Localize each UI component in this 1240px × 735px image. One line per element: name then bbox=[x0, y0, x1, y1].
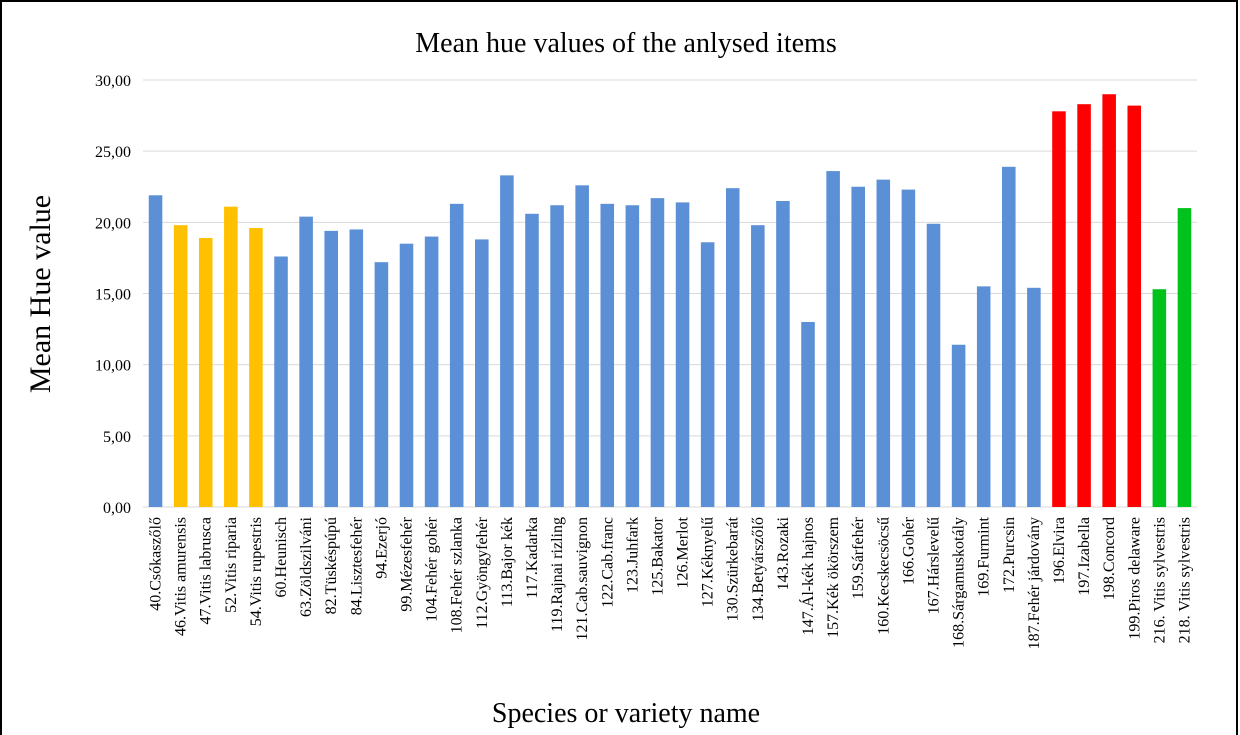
x-tick-label: 84.Lisztesfehér bbox=[348, 516, 365, 615]
chart-title: Mean hue values of the anlysed items bbox=[415, 28, 836, 59]
x-tick-label: 127.Kéknyelű bbox=[700, 517, 717, 607]
x-tick-label: 187.Fehér járdovány bbox=[1026, 517, 1043, 649]
bar bbox=[901, 189, 916, 507]
y-tick-label: 20,00 bbox=[95, 215, 131, 232]
y-axis-label: Mean Hue value bbox=[24, 195, 57, 393]
bar bbox=[826, 171, 840, 508]
x-tick-label: 218. Vitis sylvestris bbox=[1176, 517, 1193, 643]
bar bbox=[1027, 287, 1041, 507]
y-tick-label: 0,00 bbox=[103, 500, 131, 517]
bar bbox=[274, 256, 288, 507]
bar bbox=[249, 228, 263, 507]
bar bbox=[801, 321, 815, 507]
bar bbox=[1052, 111, 1066, 508]
bar bbox=[1152, 289, 1167, 507]
bar bbox=[550, 205, 564, 507]
x-tick-label: 147.Ál-kék hajnos bbox=[798, 517, 817, 635]
x-tick-label: 60.Heunisch bbox=[273, 517, 290, 597]
bar bbox=[876, 179, 891, 507]
bar bbox=[1002, 166, 1016, 507]
x-tick-label: 125.Bakator bbox=[649, 516, 666, 595]
bar bbox=[650, 198, 665, 508]
bar bbox=[1102, 94, 1116, 507]
x-tick-label: 119.Rajnai rizling bbox=[549, 517, 566, 632]
bar bbox=[851, 186, 865, 507]
x-tick-label: 159.Sárfehér bbox=[850, 516, 867, 599]
bar bbox=[1127, 105, 1142, 508]
x-tick-label: 47.Vitis labrusca bbox=[198, 517, 215, 624]
bar bbox=[575, 185, 589, 507]
bar bbox=[625, 205, 640, 507]
x-tick-label: 134.Betyárszőlő bbox=[750, 517, 767, 621]
bar bbox=[600, 203, 615, 507]
x-tick-label: 157.Kék ökörszem bbox=[825, 516, 842, 637]
x-tick-label: 169.Furmint bbox=[976, 516, 993, 596]
x-tick-label: 117.Kadarka bbox=[524, 517, 541, 599]
x-tick-label: 63.Zöldszilváni bbox=[298, 516, 315, 617]
bar bbox=[424, 236, 439, 508]
bar bbox=[349, 229, 364, 507]
y-tick-label: 30,00 bbox=[95, 73, 131, 90]
x-tick-label: 54.Vitis rupestris bbox=[248, 517, 265, 626]
x-tick-label: 99.Mézesfehér bbox=[399, 516, 416, 611]
bar bbox=[399, 243, 414, 507]
bar bbox=[976, 286, 991, 507]
x-tick-label: 46.Vitis amurensis bbox=[173, 517, 190, 636]
y-tick-label: 5,00 bbox=[103, 429, 131, 446]
bar bbox=[1077, 104, 1091, 508]
bar bbox=[951, 344, 966, 507]
x-tick-label: 94.Ezerjó bbox=[373, 517, 390, 579]
x-tick-label: 168.Sárgamuskotály bbox=[951, 517, 968, 648]
bar bbox=[525, 213, 539, 507]
bar bbox=[449, 203, 464, 507]
x-tick-label: 196.Elvira bbox=[1051, 517, 1068, 584]
x-axis-label: Species or variety name bbox=[492, 698, 760, 729]
x-tick-label: 160.Kecskecsöcsű bbox=[875, 517, 892, 635]
y-tick-label: 10,00 bbox=[95, 358, 131, 375]
bar bbox=[700, 242, 715, 507]
bar bbox=[148, 195, 163, 508]
x-tick-label: 122.Cab.franc bbox=[599, 517, 616, 608]
x-tick-label: 126.Merlot bbox=[675, 516, 692, 588]
x-tick-label: 143.Rozaki bbox=[775, 516, 792, 590]
x-tick-label: 52.Vitis riparia bbox=[223, 517, 240, 613]
bar bbox=[299, 216, 313, 507]
bar bbox=[500, 175, 514, 507]
bar bbox=[776, 200, 790, 507]
bar bbox=[675, 202, 690, 507]
bar bbox=[198, 237, 213, 508]
bar bbox=[324, 230, 338, 507]
x-tick-label: 197.Izabella bbox=[1076, 517, 1093, 596]
x-tick-label: 104.Fehér gohér bbox=[424, 516, 441, 622]
y-tick-label: 25,00 bbox=[95, 144, 131, 161]
bar bbox=[374, 262, 389, 507]
x-tick-label: 198.Concord bbox=[1101, 517, 1118, 600]
bar bbox=[224, 206, 238, 507]
x-tick-label: 166.Gohér bbox=[900, 516, 917, 585]
x-tick-label: 112.Gyöngyfehér bbox=[474, 516, 491, 628]
bar bbox=[751, 225, 765, 507]
x-tick-label: 108.Fehér szlanka bbox=[449, 517, 466, 633]
bar bbox=[475, 239, 489, 507]
x-tick-label: 40.Csókaszőlő bbox=[148, 517, 165, 611]
bar bbox=[725, 188, 740, 507]
x-tick-label: 82.Tüskéspúpú bbox=[323, 517, 340, 614]
x-tick-label: 121.Cab.sauvignon bbox=[574, 517, 591, 641]
bar bbox=[926, 223, 941, 508]
bar bbox=[173, 225, 188, 507]
y-tick-label: 15,00 bbox=[95, 287, 131, 304]
x-tick-label: 167.Hárslevelű bbox=[926, 517, 943, 614]
x-tick-label: 113.Bajor kék bbox=[499, 517, 516, 607]
x-tick-label: 172.Purcsin bbox=[1001, 517, 1018, 593]
x-tick-label: 216. Vitis sylvestris bbox=[1151, 517, 1168, 643]
x-tick-label: 123.Juhfark bbox=[624, 517, 641, 593]
x-tick-label: 130.Szürkebarát bbox=[725, 516, 742, 621]
bar bbox=[1177, 208, 1192, 507]
x-tick-label: 199.Piros delaware bbox=[1126, 517, 1143, 640]
